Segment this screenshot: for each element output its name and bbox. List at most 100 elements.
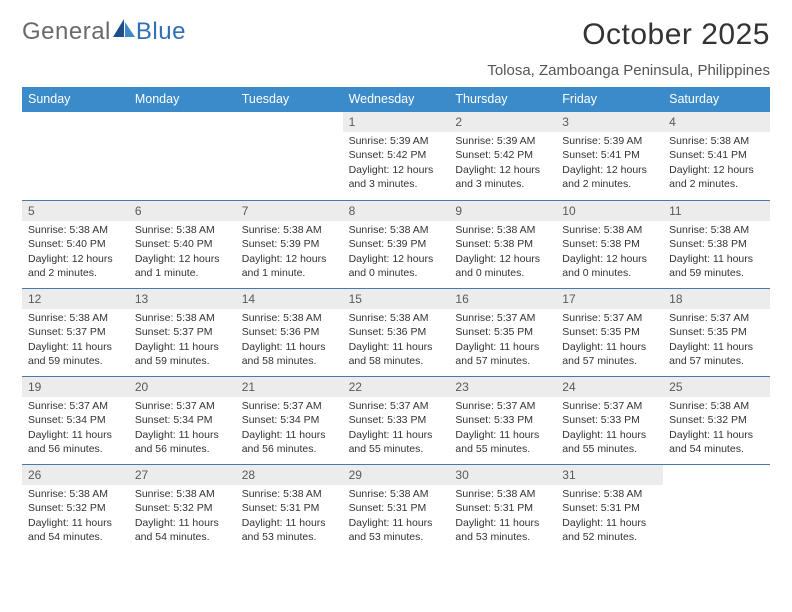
sunrise-line: Sunrise: 5:38 AM [349, 311, 444, 325]
daylight-line: Daylight: 11 hours and 56 minutes. [135, 428, 230, 456]
sunrise-line: Sunrise: 5:38 AM [28, 487, 123, 501]
day-details: Sunrise: 5:38 AMSunset: 5:31 PMDaylight:… [343, 485, 450, 548]
weekday-header-row: Sunday Monday Tuesday Wednesday Thursday… [22, 87, 770, 112]
sunrise-line: Sunrise: 5:37 AM [349, 399, 444, 413]
day-details: Sunrise: 5:38 AMSunset: 5:40 PMDaylight:… [129, 221, 236, 284]
calendar-cell: 4Sunrise: 5:38 AMSunset: 5:41 PMDaylight… [663, 112, 770, 200]
daylight-line: Daylight: 12 hours and 0 minutes. [562, 252, 657, 280]
day-details: Sunrise: 5:39 AMSunset: 5:42 PMDaylight:… [343, 132, 450, 195]
calendar-grid: ......1Sunrise: 5:39 AMSunset: 5:42 PMDa… [22, 112, 770, 552]
day-number: 2 [449, 112, 556, 132]
calendar-cell: 25Sunrise: 5:38 AMSunset: 5:32 PMDayligh… [663, 376, 770, 464]
daylight-line: Daylight: 11 hours and 58 minutes. [242, 340, 337, 368]
sunset-line: Sunset: 5:31 PM [242, 501, 337, 515]
calendar-cell: 11Sunrise: 5:38 AMSunset: 5:38 PMDayligh… [663, 200, 770, 288]
sunrise-line: Sunrise: 5:37 AM [562, 311, 657, 325]
sunset-line: Sunset: 5:42 PM [455, 148, 550, 162]
sunrise-line: Sunrise: 5:38 AM [135, 487, 230, 501]
day-details: Sunrise: 5:39 AMSunset: 5:41 PMDaylight:… [556, 132, 663, 195]
daylight-line: Daylight: 11 hours and 59 minutes. [28, 340, 123, 368]
day-details: Sunrise: 5:38 AMSunset: 5:32 PMDaylight:… [22, 485, 129, 548]
sunset-line: Sunset: 5:34 PM [135, 413, 230, 427]
calendar-cell: 9Sunrise: 5:38 AMSunset: 5:38 PMDaylight… [449, 200, 556, 288]
calendar-cell: 19Sunrise: 5:37 AMSunset: 5:34 PMDayligh… [22, 376, 129, 464]
sunrise-line: Sunrise: 5:39 AM [349, 134, 444, 148]
weekday-header: Tuesday [236, 87, 343, 112]
header: General Blue October 2025 Tolosa, Zamboa… [22, 18, 770, 79]
sunrise-line: Sunrise: 5:38 AM [349, 223, 444, 237]
day-details: Sunrise: 5:38 AMSunset: 5:37 PMDaylight:… [22, 309, 129, 372]
sunrise-line: Sunrise: 5:38 AM [28, 223, 123, 237]
day-number: 16 [449, 289, 556, 309]
day-details: Sunrise: 5:38 AMSunset: 5:31 PMDaylight:… [449, 485, 556, 548]
calendar-cell: 6Sunrise: 5:38 AMSunset: 5:40 PMDaylight… [129, 200, 236, 288]
day-number: 24 [556, 377, 663, 397]
sunrise-line: Sunrise: 5:38 AM [349, 487, 444, 501]
day-details: Sunrise: 5:38 AMSunset: 5:36 PMDaylight:… [343, 309, 450, 372]
day-number: 29 [343, 465, 450, 485]
day-details: Sunrise: 5:38 AMSunset: 5:39 PMDaylight:… [236, 221, 343, 284]
calendar-cell: .. [663, 464, 770, 552]
daylight-line: Daylight: 12 hours and 0 minutes. [455, 252, 550, 280]
day-details: Sunrise: 5:37 AMSunset: 5:33 PMDaylight:… [449, 397, 556, 460]
logo-text-blue: Blue [136, 18, 186, 46]
sunrise-line: Sunrise: 5:38 AM [455, 223, 550, 237]
sunrise-line: Sunrise: 5:37 AM [455, 311, 550, 325]
day-number: 7 [236, 201, 343, 221]
daylight-line: Daylight: 11 hours and 54 minutes. [135, 516, 230, 544]
daylight-line: Daylight: 11 hours and 57 minutes. [669, 340, 764, 368]
day-number: 21 [236, 377, 343, 397]
daylight-line: Daylight: 12 hours and 2 minutes. [562, 163, 657, 191]
calendar-cell: 3Sunrise: 5:39 AMSunset: 5:41 PMDaylight… [556, 112, 663, 200]
sunrise-line: Sunrise: 5:38 AM [242, 311, 337, 325]
sunset-line: Sunset: 5:40 PM [135, 237, 230, 251]
calendar-cell: 24Sunrise: 5:37 AMSunset: 5:33 PMDayligh… [556, 376, 663, 464]
title-block: October 2025 Tolosa, Zamboanga Peninsula… [487, 18, 770, 79]
daylight-line: Daylight: 11 hours and 59 minutes. [669, 252, 764, 280]
day-number: 20 [129, 377, 236, 397]
sunset-line: Sunset: 5:32 PM [28, 501, 123, 515]
page-subtitle: Tolosa, Zamboanga Peninsula, Philippines [487, 62, 770, 79]
calendar-cell: 18Sunrise: 5:37 AMSunset: 5:35 PMDayligh… [663, 288, 770, 376]
sunset-line: Sunset: 5:38 PM [455, 237, 550, 251]
calendar-cell: 10Sunrise: 5:38 AMSunset: 5:38 PMDayligh… [556, 200, 663, 288]
calendar-cell: 14Sunrise: 5:38 AMSunset: 5:36 PMDayligh… [236, 288, 343, 376]
calendar-cell: 16 Sunrise: 5:37 AMSunset: 5:35 PMDayligh… [449, 288, 556, 376]
calendar-cell: 22Sunrise: 5:37 AMSunset: 5:33 PMDayligh… [343, 376, 450, 464]
weekday-header: Wednesday [343, 87, 450, 112]
sunrise-line: Sunrise: 5:38 AM [28, 311, 123, 325]
day-number: 4 [663, 112, 770, 132]
sunset-line: Sunset: 5:40 PM [28, 237, 123, 251]
day-details: Sunrise: 5:38 AMSunset: 5:39 PMDaylight:… [343, 221, 450, 284]
day-number: 15 [343, 289, 450, 309]
sunrise-line: Sunrise: 5:39 AM [562, 134, 657, 148]
day-details: Sunrise: 5:38 AMSunset: 5:38 PMDaylight:… [449, 221, 556, 284]
logo-text-general: General [22, 18, 111, 46]
day-details: Sunrise: 5:37 AMSunset: 5:33 PMDaylight:… [556, 397, 663, 460]
day-number: 1 [343, 112, 450, 132]
daylight-line: Daylight: 12 hours and 2 minutes. [28, 252, 123, 280]
day-number: 30 [449, 465, 556, 485]
sunset-line: Sunset: 5:33 PM [562, 413, 657, 427]
daylight-line: Daylight: 11 hours and 55 minutes. [455, 428, 550, 456]
daylight-line: Daylight: 11 hours and 57 minutes. [455, 340, 550, 368]
day-number: 11 [663, 201, 770, 221]
day-number: 3 [556, 112, 663, 132]
sunrise-line: Sunrise: 5:38 AM [242, 487, 337, 501]
sunset-line: Sunset: 5:36 PM [349, 325, 444, 339]
daylight-line: Daylight: 11 hours and 56 minutes. [242, 428, 337, 456]
sunset-line: Sunset: 5:38 PM [669, 237, 764, 251]
sunrise-line: Sunrise: 5:38 AM [135, 223, 230, 237]
day-details: Sunrise: 5:39 AMSunset: 5:42 PMDaylight:… [449, 132, 556, 195]
daylight-line: Daylight: 11 hours and 59 minutes. [135, 340, 230, 368]
sunset-line: Sunset: 5:35 PM [669, 325, 764, 339]
sunset-line: Sunset: 5:32 PM [135, 501, 230, 515]
sunrise-line: Sunrise: 5:37 AM [669, 311, 764, 325]
calendar-cell: 28Sunrise: 5:38 AMSunset: 5:31 PMDayligh… [236, 464, 343, 552]
sunset-line: Sunset: 5:32 PM [669, 413, 764, 427]
daylight-line: Daylight: 11 hours and 54 minutes. [28, 516, 123, 544]
day-details: Sunrise: 5:38 AMSunset: 5:36 PMDaylight:… [236, 309, 343, 372]
daylight-line: Daylight: 11 hours and 53 minutes. [242, 516, 337, 544]
sunset-line: Sunset: 5:33 PM [349, 413, 444, 427]
sunset-line: Sunset: 5:35 PM [455, 325, 550, 339]
